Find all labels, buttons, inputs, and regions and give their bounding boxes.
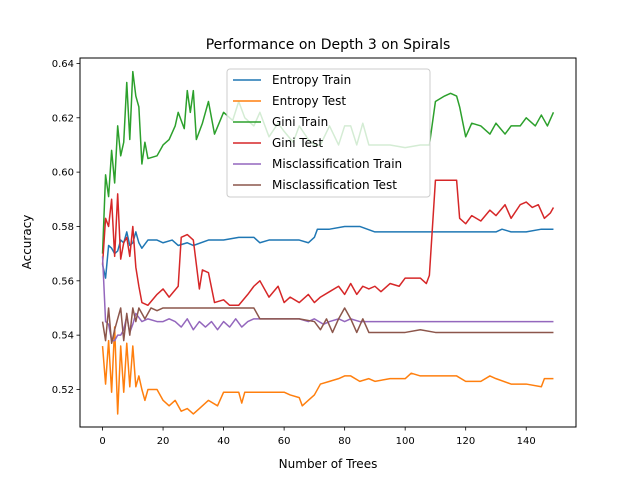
- y-tick-label: 0.64: [52, 59, 74, 70]
- legend: Entropy Train Entropy Test Gini Train Gini …: [226, 68, 431, 198]
- x-tick-label: 120: [456, 436, 475, 447]
- legend-label-4: Misclassification Train: [272, 157, 402, 171]
- x-tick-label: 20: [157, 436, 170, 447]
- x-tick-label: 40: [217, 436, 230, 447]
- legend-label-2: Gini Train: [272, 115, 328, 129]
- series-line-3: [101, 179, 555, 307]
- legend-label-3: Gini Test: [272, 136, 323, 150]
- y-tick-label: 0.62: [52, 113, 74, 124]
- y-axis-label: Accuracy: [20, 215, 34, 270]
- series-line-5: [101, 307, 554, 345]
- y-tick-label: 0.54: [52, 331, 74, 342]
- plot-frame: [79, 57, 577, 428]
- x-tick-label: 100: [396, 436, 415, 447]
- x-tick-label: 0: [99, 436, 105, 447]
- y-tick-label: 0.56: [52, 276, 74, 287]
- y-tick-label: 0.60: [52, 168, 74, 179]
- series-line-1: [101, 326, 554, 415]
- legend-label-1: Entropy Test: [272, 94, 346, 108]
- y-axis-ticks: 0.52 0.54 0.56 0.58 0.60 0.62 0.64: [52, 59, 80, 396]
- y-tick-label: 0.52: [52, 385, 74, 396]
- legend-label-5: Misclassification Test: [272, 178, 397, 192]
- x-tick-label: 140: [517, 436, 536, 447]
- series-line-0: [101, 225, 554, 279]
- y-tick-label: 0.58: [52, 222, 74, 233]
- legend-box: [226, 68, 431, 198]
- x-tick-label: 60: [278, 436, 291, 447]
- x-tick-label: 80: [338, 436, 351, 447]
- x-axis-label: Number of Trees: [279, 457, 378, 471]
- chart-title: Performance on Depth 3 on Spirals: [206, 37, 451, 53]
- x-axis-ticks: 0 20 40 60 80 100 120 140: [99, 427, 536, 447]
- legend-label-0: Entropy Train: [272, 73, 351, 87]
